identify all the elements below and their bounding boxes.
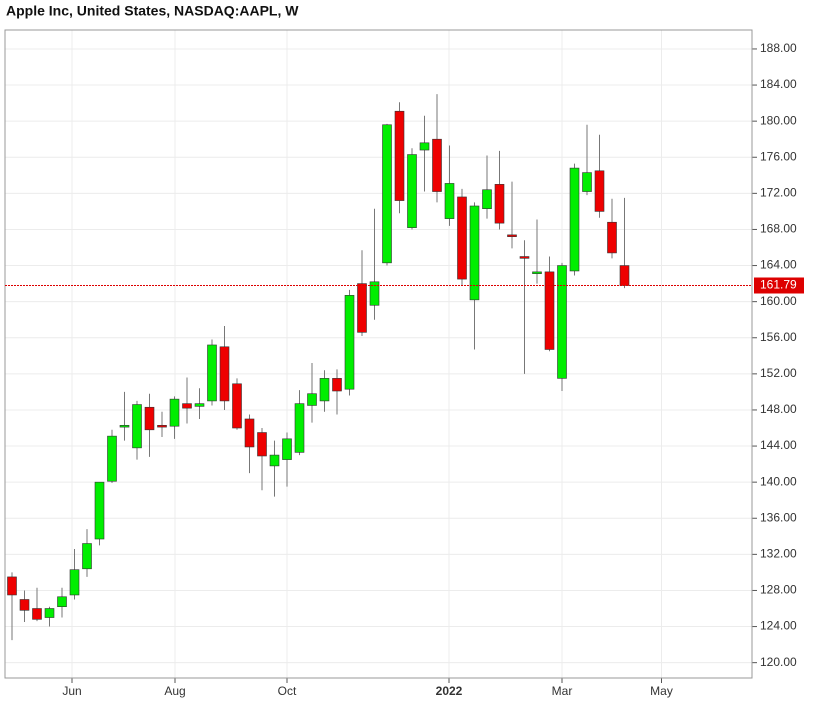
candle-body [544, 271, 555, 350]
y-tick-label: 136.00 [760, 510, 797, 524]
candle-body [594, 170, 605, 212]
x-tick-label: Mar [552, 684, 573, 698]
y-tick-label: 148.00 [760, 402, 797, 416]
candle-body [407, 154, 417, 228]
candle-body [57, 596, 67, 608]
candle-body [319, 378, 330, 402]
candle-body [69, 569, 80, 596]
y-tick-label: 124.00 [760, 619, 797, 633]
candle-body [107, 435, 117, 482]
last-price-box [754, 277, 804, 294]
candle-body [169, 398, 180, 427]
candle-body [607, 221, 617, 254]
x-tick-label: May [650, 684, 673, 698]
candle-body [332, 378, 342, 392]
x-tick-label: Oct [278, 684, 297, 698]
y-tick-label: 188.00 [760, 41, 797, 55]
candle-body [32, 608, 42, 620]
x-tick-label: Jun [62, 684, 81, 698]
y-tick-label: 180.00 [760, 113, 797, 127]
candle-body [294, 403, 305, 453]
candle-body [282, 438, 292, 460]
y-tick-label: 160.00 [760, 294, 797, 308]
plot-frame [4, 29, 753, 679]
y-tick-label: 144.00 [760, 438, 797, 452]
candle-body [94, 481, 105, 540]
y-tick-label: 152.00 [760, 366, 797, 380]
y-tick-label: 156.00 [760, 330, 797, 344]
candle-body [182, 403, 192, 409]
candle-body [207, 344, 217, 402]
candle-body [532, 271, 542, 274]
y-tick-label: 164.00 [760, 258, 797, 272]
candle-body [44, 608, 55, 618]
candle-body [244, 418, 255, 448]
candle-body [494, 184, 505, 224]
candle-body [7, 576, 17, 596]
y-tick-label: 168.00 [760, 222, 797, 236]
candle-body [82, 543, 92, 570]
candle-body [194, 403, 205, 407]
last-price-label: 161.79 [760, 278, 797, 292]
y-tick-label: 120.00 [760, 655, 797, 669]
candle-body [482, 189, 492, 209]
y-tick-label: 128.00 [760, 583, 797, 597]
candle-body [519, 256, 530, 259]
candle-body [357, 283, 367, 333]
candle-body [219, 346, 230, 402]
candle-body [419, 142, 430, 151]
candle-body [307, 393, 317, 406]
candle-body [569, 167, 580, 272]
candle-body [144, 406, 155, 431]
candle-body [619, 265, 630, 286]
x-tick-label: Aug [164, 684, 185, 698]
candle-body [257, 432, 267, 457]
y-tick-label: 176.00 [760, 149, 797, 163]
candle-body [444, 183, 455, 219]
x-tick-label: 2022 [436, 684, 463, 698]
candle-body [382, 124, 392, 264]
candle-body [557, 265, 567, 379]
candle-body [232, 383, 242, 429]
y-tick-label: 140.00 [760, 474, 797, 488]
candle-body [582, 172, 592, 192]
y-tick-label: 132.00 [760, 547, 797, 561]
candle-body [119, 424, 130, 428]
candle-body [432, 138, 442, 192]
y-tick-label: 184.00 [760, 77, 797, 91]
y-tick-label: 172.00 [760, 186, 797, 200]
candle-body [19, 599, 30, 611]
candle-body [469, 205, 480, 301]
candle-body [132, 404, 142, 449]
candle-body [507, 234, 517, 237]
candle-body [369, 281, 380, 306]
chart-title: Apple Inc, United States, NASDAQ:AAPL, W [6, 3, 299, 19]
candle-body [457, 196, 467, 280]
candle-body [344, 295, 355, 390]
candle-body [394, 110, 405, 201]
candle-body [269, 454, 280, 467]
candle-body [157, 424, 167, 428]
